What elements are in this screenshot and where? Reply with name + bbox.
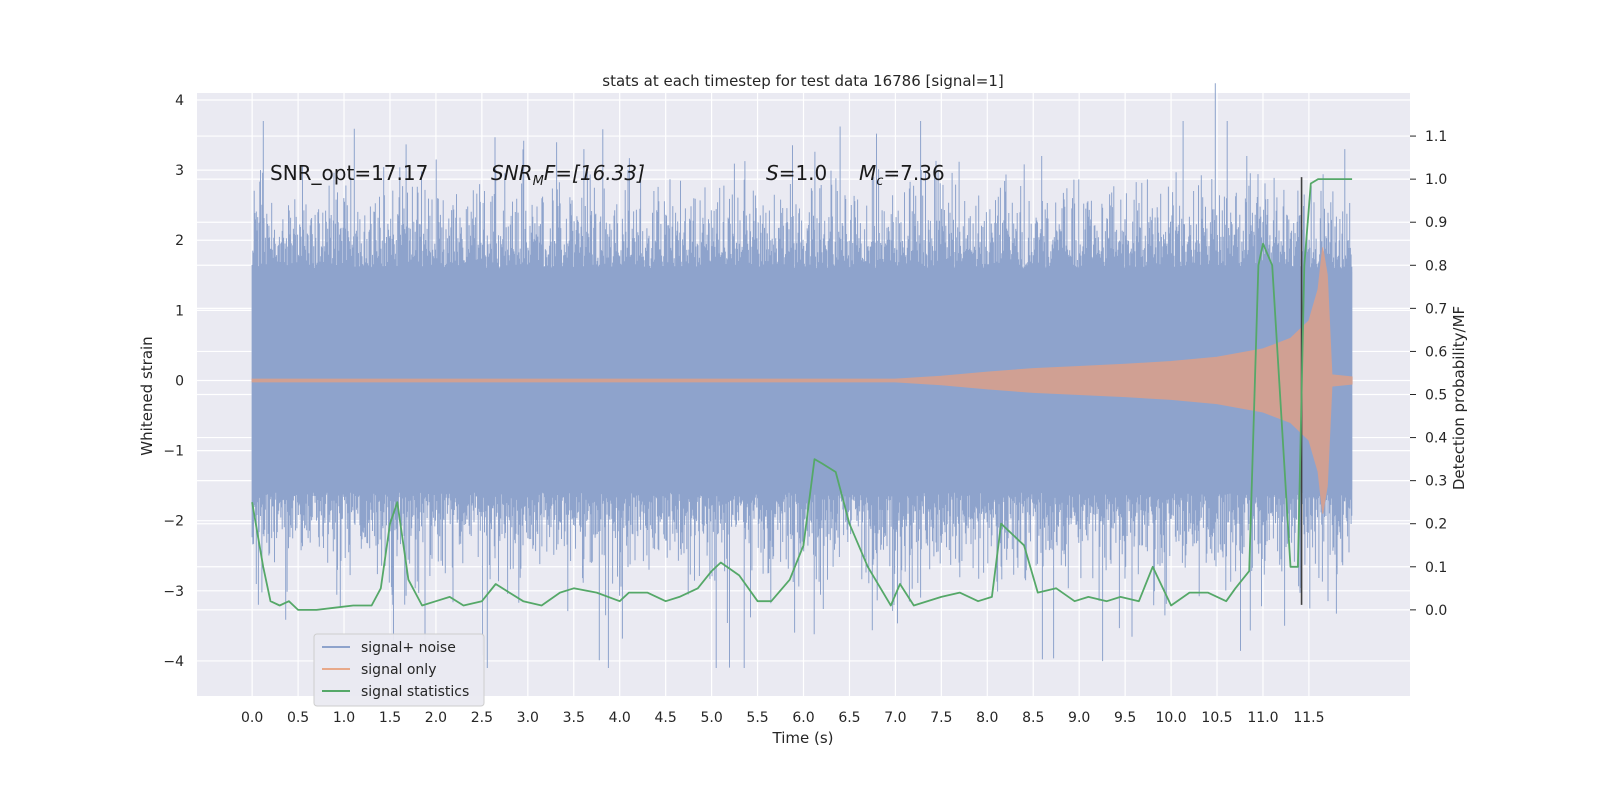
x-tick-label-13: 6.5	[838, 710, 860, 726]
x-tick-label-6: 3.0	[517, 710, 539, 726]
x-tick-label-7: 3.5	[563, 710, 585, 726]
x-tick-label-5: 2.5	[471, 710, 493, 726]
x-tick-label-21: 10.5	[1201, 710, 1232, 726]
x-tick-label-20: 10.0	[1155, 710, 1186, 726]
statistics-line	[251, 178, 1353, 611]
series-signal-only	[251, 247, 1353, 514]
x-tick-label-19: 9.5	[1114, 710, 1136, 726]
y-left-tick-label-4: 0	[175, 373, 184, 389]
x-tick-label-4: 2.0	[425, 710, 447, 726]
y-right-axis-ticks: 0.0 0.1 0.2 0.3 0.4 0.5 0.6 0.7 0.8 0.9 1.0 1.1	[1410, 129, 1447, 619]
y-right-tick-label-9: 0.9	[1425, 215, 1447, 231]
snr-mf-tail: F=[16.33]	[544, 161, 645, 185]
x-tick-label-22: 11.0	[1247, 710, 1278, 726]
y-left-axis-title: Whitened strain	[138, 336, 156, 455]
x-tick-label-1: 0.5	[287, 710, 309, 726]
y-right-axis-title: Detection probability/MF	[1450, 306, 1468, 490]
x-tick-label-12: 6.0	[792, 710, 814, 726]
y-right-tick-label-1: 0.1	[1425, 560, 1447, 576]
x-tick-label-3: 1.5	[379, 710, 401, 726]
y-left-tick-label-6: 2	[175, 233, 184, 249]
y-left-tick-label-2: −2	[163, 514, 184, 530]
s-symbol: S	[766, 161, 779, 185]
legend-label-signal-statistics: signal statistics	[361, 684, 469, 700]
y-right-tick-label-7: 0.7	[1425, 301, 1447, 317]
x-tick-label-14: 7.0	[884, 710, 906, 726]
x-tick-label-9: 4.5	[655, 710, 677, 726]
y-right-tick-label-8: 0.8	[1425, 258, 1447, 274]
x-tick-label-0: 0.0	[241, 710, 263, 726]
annotation-s: S=1.0	[766, 161, 827, 185]
y-right-tick-label-3: 0.3	[1425, 474, 1447, 490]
legend-box	[313, 633, 485, 707]
x-tick-label-8: 4.0	[609, 710, 631, 726]
y-left-tick-label-3: −1	[163, 444, 184, 460]
x-tick-label-18: 9.0	[1068, 710, 1090, 726]
x-tick-label-11: 5.5	[746, 710, 768, 726]
y-right-tick-label-10: 1.0	[1425, 172, 1447, 188]
y-left-tick-label-0: −4	[163, 654, 184, 670]
y-left-tick-label-1: −3	[163, 584, 184, 600]
x-tick-label-16: 8.0	[976, 710, 998, 726]
x-tick-label-15: 7.5	[930, 710, 952, 726]
y-right-tick-label-6: 0.6	[1425, 344, 1447, 360]
annotation-mc: Mc=7.36	[859, 161, 945, 189]
mc-symbol: M	[859, 161, 876, 185]
y-left-tick-label-8: 4	[175, 93, 184, 109]
y-left-axis-ticks: −4 −3 −2 −1 0 1 2 3 4	[163, 93, 184, 670]
annotation-snr-mf: SNRMF=[16.33]	[491, 161, 645, 189]
signal-chirp-envelope	[251, 247, 1353, 514]
mc-subscript: c	[876, 174, 883, 189]
y-right-tick-label-2: 0.2	[1425, 517, 1447, 533]
legend: signal+ noise signal only signal statist…	[313, 633, 485, 707]
mc-tail: =7.36	[883, 161, 944, 185]
y-right-tick-label-0: 0.0	[1425, 603, 1447, 619]
x-tick-label-10: 5.0	[700, 710, 722, 726]
y-right-tick-label-5: 0.5	[1425, 388, 1447, 404]
x-axis-ticks: 0.0 0.5 1.0 1.5 2.0 2.5 3.0 3.5 4.0 4.5 5.0 5.5 6.0 6…	[241, 710, 1324, 726]
legend-label-signal-only: signal only	[361, 662, 436, 678]
x-tick-label-23: 11.5	[1293, 710, 1324, 726]
y-left-tick-label-7: 3	[175, 163, 184, 179]
legend-label-signal-plus-noise: signal+ noise	[361, 640, 456, 656]
x-tick-label-2: 1.0	[333, 710, 355, 726]
y-right-tick-label-4: 0.4	[1425, 431, 1447, 447]
snr-mf-symbol: SNR	[491, 161, 533, 185]
s-tail: =1.0	[779, 161, 828, 185]
x-tick-label-17: 8.5	[1022, 710, 1044, 726]
y-left-tick-label-5: 1	[175, 303, 184, 319]
snr-mf-subscript: M	[533, 174, 544, 189]
chart-title: stats at each timestep for test data 167…	[602, 72, 1003, 90]
series-signal-statistics	[251, 178, 1353, 611]
annotation-snr-opt: SNR_opt=17.17	[270, 161, 428, 185]
x-axis-title: Time (s)	[772, 729, 834, 747]
y-right-tick-label-11: 1.1	[1425, 129, 1447, 145]
